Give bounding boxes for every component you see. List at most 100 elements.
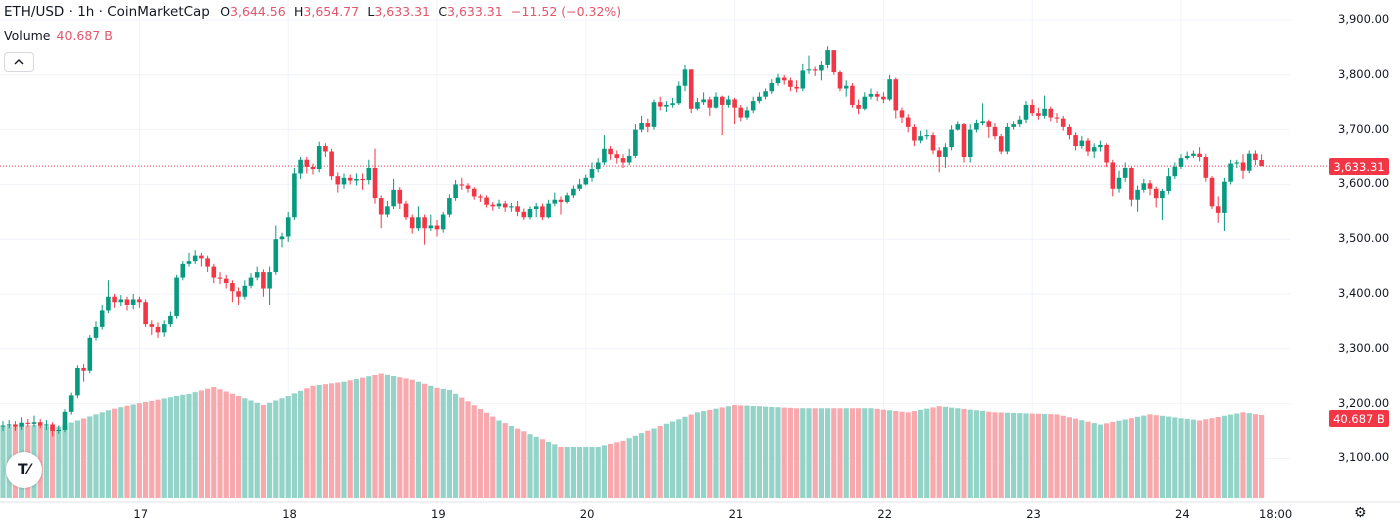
candle-body xyxy=(998,136,1004,152)
candle-body xyxy=(781,77,787,81)
candle-body xyxy=(1017,119,1023,125)
candle-body xyxy=(905,117,911,127)
volume-bar xyxy=(68,422,74,498)
volume-bar xyxy=(347,380,353,498)
volume-bar xyxy=(794,408,800,498)
candle-body xyxy=(378,198,384,215)
candle-body xyxy=(726,99,731,105)
candle-body xyxy=(62,411,68,430)
candle-body xyxy=(850,85,855,105)
x-tick-label: 20 xyxy=(579,507,595,521)
candle-body xyxy=(1054,117,1060,119)
candle-body xyxy=(465,185,471,189)
volume-bar xyxy=(1054,414,1060,498)
collapse-legend-button[interactable] xyxy=(4,52,34,72)
volume-bar xyxy=(676,419,682,498)
volume-bar xyxy=(1197,420,1203,498)
candle-body xyxy=(292,173,297,218)
volume-bars xyxy=(0,373,1265,498)
volume-bar xyxy=(1221,415,1227,498)
volume-bar xyxy=(1228,414,1234,498)
candle-body xyxy=(335,176,341,185)
volume-bar xyxy=(781,407,787,498)
volume-bar xyxy=(211,387,217,498)
volume-bar xyxy=(1240,412,1246,498)
candle-body xyxy=(99,310,105,327)
volume-bar xyxy=(236,396,242,498)
volume-bar xyxy=(707,409,713,498)
volume-bar xyxy=(50,426,56,498)
volume-bar xyxy=(651,428,657,498)
candle-body xyxy=(546,203,551,218)
settings-gear-icon[interactable]: ⚙ xyxy=(1354,505,1367,521)
candle-body xyxy=(192,255,198,262)
candle-body xyxy=(1135,189,1140,200)
volume-bar xyxy=(546,441,552,498)
candle-body xyxy=(1029,104,1035,114)
symbol-title[interactable]: ETH/USD · 1h · CoinMarketCap xyxy=(4,4,210,20)
volume-bar xyxy=(701,411,707,498)
candle-body xyxy=(1234,162,1240,164)
candle-body xyxy=(199,255,204,259)
candle-body xyxy=(1122,167,1128,178)
volume-bar xyxy=(670,421,676,498)
volume-bar xyxy=(533,436,539,498)
candle-body xyxy=(254,272,260,278)
candle-body xyxy=(1060,118,1066,127)
volume-bar xyxy=(130,404,136,498)
volume-bar xyxy=(1252,414,1258,498)
open-value: 3,644.56 xyxy=(230,4,286,19)
volume-bar xyxy=(1017,413,1023,498)
volume-bar xyxy=(887,410,893,498)
candle-body xyxy=(366,167,372,181)
candle-body xyxy=(583,177,589,185)
volume-bar xyxy=(1085,421,1091,498)
volume-bar xyxy=(552,444,558,498)
candle-body xyxy=(354,178,359,181)
volume-bar xyxy=(756,406,762,498)
volume-bar xyxy=(180,394,186,498)
volume-bar xyxy=(1135,416,1141,498)
volume-bar xyxy=(1048,414,1054,498)
candle-body xyxy=(1147,183,1153,189)
volume-bar xyxy=(1035,413,1041,498)
tradingview-logo[interactable]: T⁄ xyxy=(6,452,42,488)
y-tick-label: 3,900.00 xyxy=(1338,12,1390,26)
y-tick-label: 3,300.00 xyxy=(1338,340,1390,355)
candle-body xyxy=(1036,113,1041,116)
candle-body xyxy=(1246,153,1252,171)
volume-bar xyxy=(1079,420,1085,498)
chevron-up-icon xyxy=(14,59,24,65)
candle-body xyxy=(676,85,682,104)
volume-bar xyxy=(1116,420,1122,498)
candle-body xyxy=(372,167,378,199)
volume-bar xyxy=(657,425,663,498)
volume-bar xyxy=(490,416,496,498)
volume-bar xyxy=(899,411,905,498)
volume-bar xyxy=(682,416,688,498)
candle-body xyxy=(608,148,613,155)
volume-label[interactable]: Volume xyxy=(4,28,51,43)
volume-bar xyxy=(775,407,781,498)
candle-body xyxy=(391,189,396,207)
volume-bar xyxy=(1184,418,1190,498)
candle-body xyxy=(812,69,818,71)
volume-tag: 40.687 B xyxy=(1329,410,1389,427)
candle-body xyxy=(1067,126,1072,136)
candle-body xyxy=(323,146,328,152)
volume-bar xyxy=(267,402,273,498)
candle-body xyxy=(1153,188,1159,199)
volume-bar xyxy=(136,403,142,498)
y-tick-label: 3,500.00 xyxy=(1338,231,1390,246)
candle-body xyxy=(1073,135,1078,147)
volume-bar xyxy=(453,393,459,498)
volume-bar xyxy=(198,390,204,498)
volume-bar xyxy=(732,404,738,498)
x-tick-label: 18 xyxy=(282,507,297,521)
volume-bar xyxy=(639,433,645,498)
volume-bar xyxy=(372,374,378,498)
candle-body xyxy=(248,277,254,286)
volume-bar xyxy=(143,401,149,498)
volume-bar xyxy=(521,431,527,498)
